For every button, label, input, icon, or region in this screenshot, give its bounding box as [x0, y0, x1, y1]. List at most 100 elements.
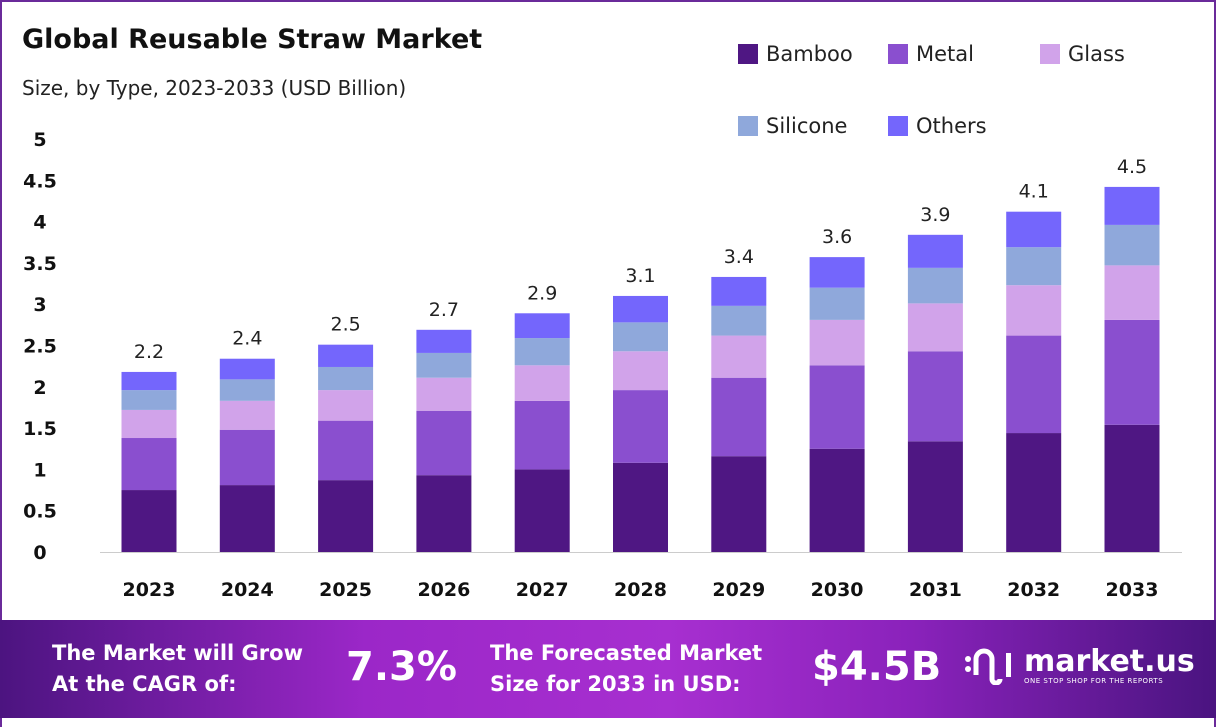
bar-segment-metal	[809, 365, 865, 449]
x-tick-label: 2029	[712, 579, 765, 601]
bar-segment-glass	[318, 390, 374, 421]
y-tick-label: 4	[33, 212, 46, 234]
x-tick-label: 2031	[909, 579, 962, 601]
bar-segment-others	[1104, 186, 1160, 225]
bar-segment-glass	[809, 319, 865, 366]
y-tick-label: 2	[33, 377, 46, 399]
bar-segment-glass	[711, 335, 767, 378]
legend-swatch	[738, 44, 758, 64]
y-tick-label: 1	[33, 459, 46, 481]
bar-segment-silicone	[219, 379, 275, 401]
bar-segment-glass	[1006, 285, 1062, 336]
bar-segment-others	[416, 329, 472, 353]
bar-segment-bamboo	[219, 485, 275, 552]
bar-segment-others	[514, 313, 570, 339]
bar-segment-silicone	[121, 390, 177, 410]
brand-name: market.us	[1024, 644, 1195, 679]
y-tick-label: 5	[33, 129, 46, 151]
bar-segment-bamboo	[809, 448, 865, 552]
total-label: 3.9	[920, 204, 950, 226]
bar-segment-silicone	[514, 338, 570, 366]
bar-segment-silicone	[711, 305, 767, 336]
bar-segment-metal	[613, 390, 668, 463]
legend-item-metal: Metal	[888, 42, 974, 66]
total-label: 3.6	[822, 226, 852, 248]
bar-segment-metal	[219, 429, 275, 486]
bar-segment-others	[907, 234, 963, 268]
bar-segment-bamboo	[1104, 424, 1160, 552]
cagr-value: 7.3%	[346, 644, 457, 690]
bar-segment-glass	[514, 365, 570, 401]
bar-segment-metal	[711, 377, 767, 457]
x-tick-label: 2030	[811, 579, 864, 601]
legend-label: Glass	[1068, 42, 1125, 66]
bar-segment-silicone	[809, 287, 865, 320]
chart-title: Global Reusable Straw Market	[22, 24, 483, 55]
x-tick-label: 2026	[417, 579, 470, 601]
bar-segment-silicone	[1104, 224, 1160, 266]
footer-banner: The Market will Grow At the CAGR of: 7.3%…	[0, 620, 1216, 718]
bar-segment-glass	[613, 351, 668, 391]
x-tick-label: 2024	[221, 579, 274, 601]
brand-tagline: ONE STOP SHOP FOR THE REPORTS	[1024, 677, 1164, 685]
x-tick-label: 2032	[1007, 579, 1060, 601]
y-tick-label: 3	[33, 294, 46, 316]
bar-segment-others	[711, 276, 767, 306]
bar-segment-others	[121, 371, 177, 391]
bar-segment-silicone	[416, 352, 472, 378]
brand-logo-icon	[965, 648, 1011, 685]
legend-swatch	[738, 116, 758, 136]
bar-segment-silicone	[318, 366, 374, 391]
legend-label: Others	[916, 114, 987, 138]
bar-segment-metal	[1006, 335, 1062, 434]
bar-segment-others	[318, 344, 374, 367]
x-tick-label: 2028	[614, 579, 667, 601]
forecast-value: $4.5B	[812, 644, 942, 690]
y-tick-label: 2.5	[23, 336, 57, 358]
total-label: 2.9	[527, 282, 557, 304]
y-tick-label: 1.5	[23, 418, 57, 440]
bar-segment-bamboo	[1006, 433, 1062, 552]
total-label: 3.1	[625, 265, 655, 287]
legend-item-silicone: Silicone	[738, 114, 847, 138]
bar-segment-silicone	[907, 267, 963, 304]
total-label: 4.1	[1019, 181, 1049, 203]
stacked-bar-chart: 0 0.5 1 1.5 2 2.5 3 3.5 4 4.5 5 2.2 2023 2.4 2024 2.5 20…	[23, 129, 1182, 601]
cagr-label-line2: At the CAGR of:	[52, 672, 237, 696]
bar-segment-metal	[514, 400, 570, 470]
legend-swatch	[888, 116, 908, 136]
bar-segment-metal	[318, 420, 374, 481]
total-label: 2.5	[330, 314, 360, 336]
x-tick-label: 2025	[319, 579, 372, 601]
bar-segment-bamboo	[613, 462, 668, 552]
y-tick-label: 0	[33, 542, 46, 564]
bar-segment-glass	[219, 400, 275, 430]
legend-label: Bamboo	[766, 42, 853, 66]
bar-segment-bamboo	[711, 456, 767, 552]
legend-swatch	[1040, 44, 1060, 64]
legend-item-glass: Glass	[1040, 42, 1125, 66]
bar-segment-glass	[416, 377, 472, 411]
cagr-label: The Market will Grow At the CAGR of:	[52, 638, 303, 700]
bar-segment-metal	[1104, 319, 1160, 425]
bar-segment-glass	[121, 409, 177, 439]
bar-segment-others	[219, 358, 275, 380]
y-tick-label: 3.5	[23, 253, 57, 275]
y-tick-label: 4.5	[23, 170, 57, 192]
total-label: 4.5	[1117, 156, 1147, 178]
total-label: 2.4	[232, 328, 262, 350]
cagr-label-line1: The Market will Grow	[52, 641, 303, 665]
forecast-label: The Forecasted Market Size for 2033 in US…	[490, 638, 762, 700]
bar-segment-bamboo	[318, 480, 374, 552]
bar-segment-others	[1006, 211, 1062, 248]
bar-segment-bamboo	[907, 441, 963, 552]
legend-item-others: Others	[888, 114, 987, 138]
legend-label: Metal	[916, 42, 974, 66]
forecast-label-line1: The Forecasted Market	[490, 641, 763, 665]
x-tick-label: 2033	[1106, 579, 1159, 601]
bar-segment-glass	[1104, 265, 1160, 320]
legend-item-bamboo: Bamboo	[738, 42, 853, 66]
forecast-label-line2: Size for 2033 in USD:	[490, 672, 741, 696]
legend-label: Silicone	[766, 114, 848, 138]
